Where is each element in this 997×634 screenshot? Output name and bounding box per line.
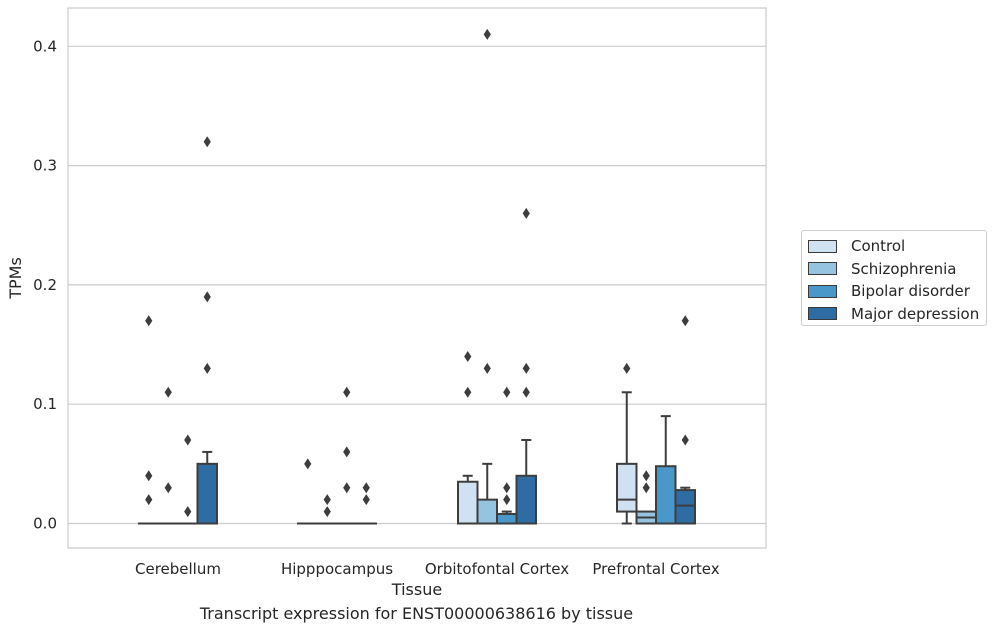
- outlier-point: [362, 482, 370, 494]
- y-axis-label: TPMs: [6, 257, 25, 300]
- y-tick-label: 0.4: [33, 37, 57, 55]
- gridlines: [68, 45, 766, 525]
- outlier-point: [203, 136, 211, 148]
- box-groups: [138, 28, 696, 525]
- box-1-3: [635, 470, 657, 525]
- outlier-point: [503, 494, 511, 506]
- outlier-point: [304, 458, 312, 470]
- x-tick-label: Cerebellum: [135, 560, 221, 578]
- legend-label: Major depression: [851, 304, 980, 323]
- plot-frame: [67, 7, 767, 549]
- box-1-1: [316, 494, 338, 525]
- legend-item: Bipolar disorder: [808, 280, 986, 303]
- legend-swatch: [808, 284, 837, 298]
- box: [515, 474, 537, 525]
- box-2-2: [496, 386, 518, 525]
- outlier-point: [184, 434, 192, 446]
- outlier-point: [203, 291, 211, 303]
- legend-swatch: [808, 307, 837, 321]
- outlier-point: [323, 494, 331, 506]
- outlier-point: [164, 482, 172, 494]
- outlier-point: [642, 482, 650, 494]
- box-3-3: [674, 315, 696, 525]
- box: [476, 498, 498, 525]
- box-0-2: [457, 350, 479, 525]
- outlier-point: [145, 470, 153, 482]
- outlier-point: [464, 386, 472, 398]
- outlier-point: [184, 506, 192, 518]
- outlier-point: [681, 315, 689, 327]
- legend-label: Control: [851, 237, 906, 256]
- legend-item: Control: [808, 235, 986, 258]
- box-3-2: [515, 207, 537, 525]
- legend-swatch: [808, 262, 837, 276]
- outlier-point: [642, 470, 650, 482]
- y-tick-label: 0.1: [33, 395, 57, 413]
- outlier-point: [145, 494, 153, 506]
- outlier-point: [681, 434, 689, 446]
- outlier-point: [483, 362, 491, 374]
- box: [496, 512, 518, 525]
- box-1-2: [476, 28, 498, 525]
- legend-item: Schizophrenia: [808, 258, 986, 281]
- outlier-point: [145, 315, 153, 327]
- outlier-point: [522, 207, 530, 219]
- box-3-0: [196, 136, 218, 525]
- outlier-point: [343, 446, 351, 458]
- box-2-3: [655, 415, 677, 525]
- outlier-point: [323, 506, 331, 518]
- chart-caption: Transcript expression for ENST0000063861…: [199, 604, 634, 623]
- box: [674, 489, 696, 525]
- y-tick-label: 0.3: [33, 157, 57, 175]
- legend-label: Bipolar disorder: [851, 282, 970, 301]
- legend-swatch: [808, 239, 837, 253]
- box-3-1: [355, 482, 377, 525]
- box: [616, 462, 638, 513]
- box: [655, 465, 677, 525]
- outlier-point: [522, 362, 530, 374]
- outlier-point: [483, 28, 491, 40]
- box-1-0: [157, 386, 179, 525]
- box-0-3: [616, 362, 638, 525]
- x-tick-label: Orbitofontal Cortex: [425, 560, 569, 578]
- outlier-point: [362, 494, 370, 506]
- box-2-1: [336, 386, 358, 525]
- legend-label: Schizophrenia: [851, 259, 957, 278]
- outlier-point: [343, 386, 351, 398]
- outlier-point: [464, 350, 472, 362]
- outlier-point: [343, 482, 351, 494]
- box-2-0: [177, 434, 199, 525]
- outlier-point: [164, 386, 172, 398]
- x-axis-ticks: Cerebellum Hipppocampus Orbitofontal Corte…: [135, 560, 720, 578]
- box: [196, 462, 218, 525]
- outlier-point: [503, 482, 511, 494]
- x-tick-label: Hipppocampus: [281, 560, 393, 578]
- y-tick-label: 0.0: [33, 515, 57, 533]
- box: [457, 480, 479, 525]
- legend: Control Schizophrenia Bipolar disorder Majo…: [801, 230, 987, 326]
- box-0-0: [138, 315, 160, 525]
- outlier-point: [203, 362, 211, 374]
- legend-item: Major depression: [808, 303, 986, 326]
- x-axis-label: Tissue: [391, 580, 442, 599]
- outlier-point: [522, 386, 530, 398]
- y-axis-ticks: 0.0 0.1 0.2 0.3 0.4: [33, 37, 57, 532]
- box-0-1: [297, 458, 319, 525]
- x-tick-label: Prefrontal Cortex: [592, 560, 719, 578]
- outlier-point: [623, 362, 631, 374]
- y-tick-label: 0.2: [33, 276, 57, 294]
- outlier-point: [503, 386, 511, 398]
